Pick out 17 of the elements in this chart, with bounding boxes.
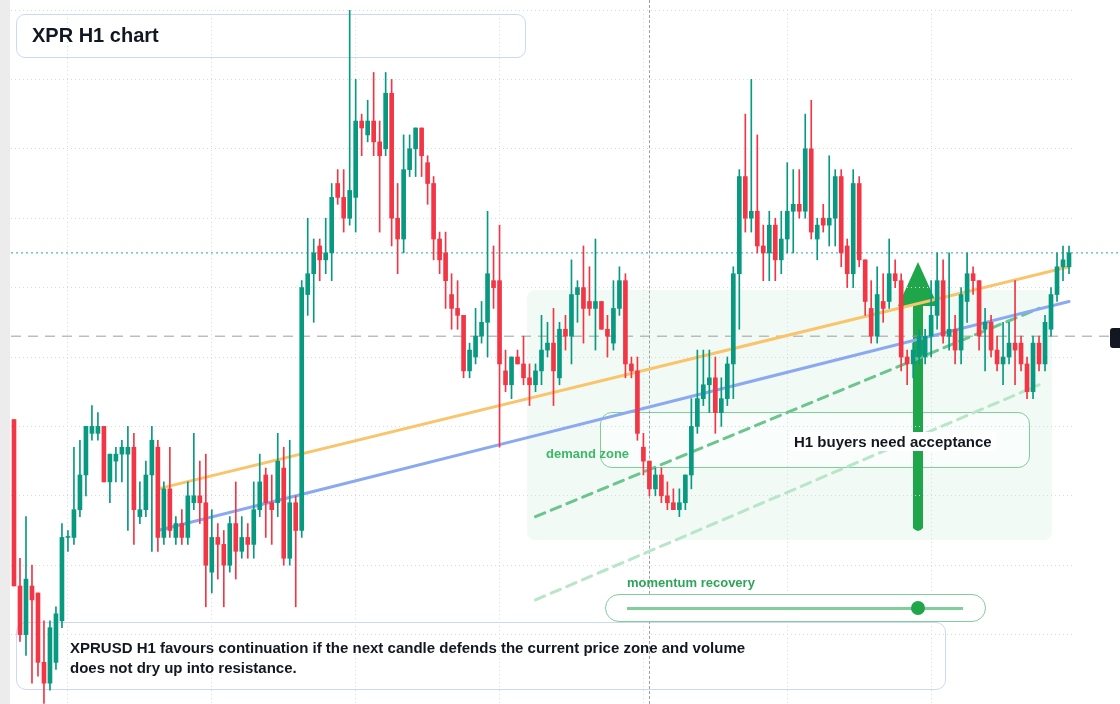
candlestick — [89, 405, 95, 441]
candlestick — [65, 530, 71, 552]
candlestick — [323, 217, 329, 275]
annotation: momentum recovery — [627, 575, 755, 590]
annotation: H1 buyers need acceptance — [790, 432, 996, 451]
candlestick — [796, 169, 802, 219]
candlestick — [880, 273, 886, 323]
candlestick — [982, 308, 988, 372]
annotation: XPRUSD H1 favours continuation if the next candle defends the current price zone and volume does not dry up into resistance. — [70, 638, 747, 678]
candlestick — [946, 252, 952, 351]
candlestick — [137, 481, 143, 524]
annotation: demand zone — [546, 446, 630, 461]
candlestick — [748, 79, 754, 233]
candlestick — [245, 523, 251, 559]
candlestick — [760, 224, 766, 281]
text: XPR H1 chart — [32, 24, 159, 47]
candlestick — [293, 495, 299, 608]
